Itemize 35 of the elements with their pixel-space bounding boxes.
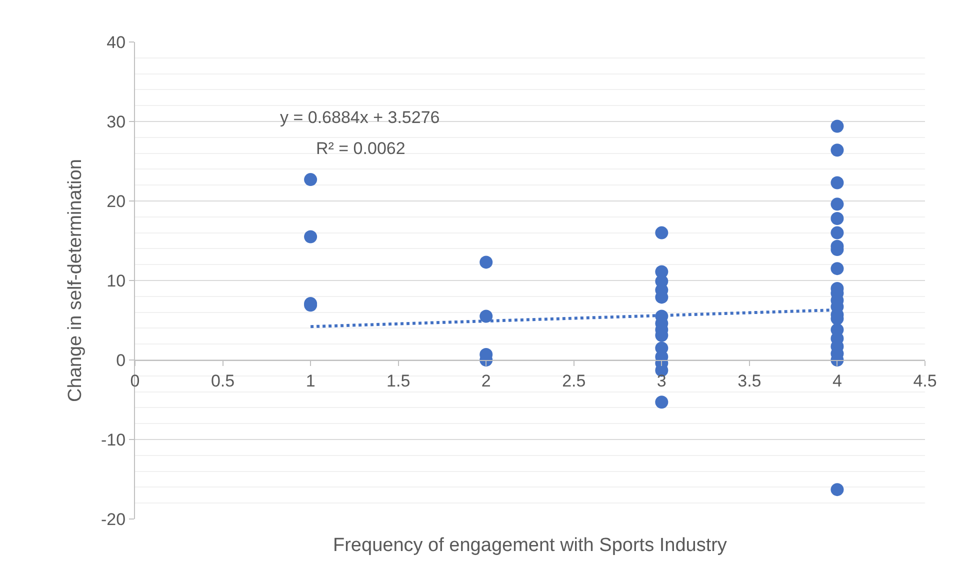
y-tick-label: 30 [106, 112, 126, 132]
y-tick-label: 40 [106, 32, 126, 52]
x-tick-label: 1 [306, 372, 316, 391]
point [830, 176, 844, 190]
x-tick-label: 2 [481, 372, 491, 391]
point [830, 483, 844, 496]
annotation: R² = 0.0062 [316, 139, 406, 158]
annotation: y = 0.6884x + 3.5276 [280, 108, 440, 127]
y-tick-label: -10 [101, 430, 126, 450]
x-tick-label: 2.5 [562, 372, 586, 391]
point [655, 226, 668, 240]
x-tick-label: 4.5 [913, 372, 937, 391]
x-tick-label: 0 [130, 372, 140, 391]
y-axis-title: Change in self-determination [64, 159, 86, 402]
point [304, 173, 318, 186]
point [830, 212, 844, 225]
y-tick-label: -20 [101, 510, 126, 529]
point [830, 198, 844, 211]
x-tick-label: 3 [656, 372, 666, 391]
point [480, 310, 493, 323]
x-tick-label: 0.5 [210, 372, 235, 391]
point [655, 396, 668, 409]
point [304, 230, 318, 244]
point [480, 256, 493, 269]
point [830, 226, 844, 240]
point [830, 120, 844, 133]
x-axis-title: Frequency of engagement with Sports Industry [333, 535, 728, 556]
y-tick-label: 10 [106, 271, 126, 290]
y-tick-label: 0 [116, 350, 126, 370]
x-tick-label: 4 [832, 372, 842, 391]
point [830, 144, 844, 157]
x-tick-label: 1.5 [386, 372, 410, 391]
point [830, 262, 844, 276]
x-tick-label: 3.5 [738, 372, 762, 391]
y-tick-label: 20 [106, 192, 126, 211]
